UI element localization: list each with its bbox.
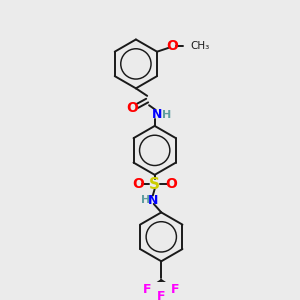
Text: F: F [157, 290, 166, 300]
Text: F: F [171, 283, 180, 296]
Text: S: S [149, 177, 160, 192]
Text: O: O [126, 101, 138, 115]
Text: CH₃: CH₃ [190, 41, 209, 51]
Text: O: O [166, 39, 178, 53]
Text: F: F [143, 283, 152, 296]
Text: H: H [162, 110, 172, 120]
Text: O: O [132, 177, 144, 191]
Text: H: H [141, 195, 150, 205]
Text: N: N [148, 194, 158, 207]
Text: N: N [152, 108, 163, 121]
Text: O: O [166, 177, 178, 191]
